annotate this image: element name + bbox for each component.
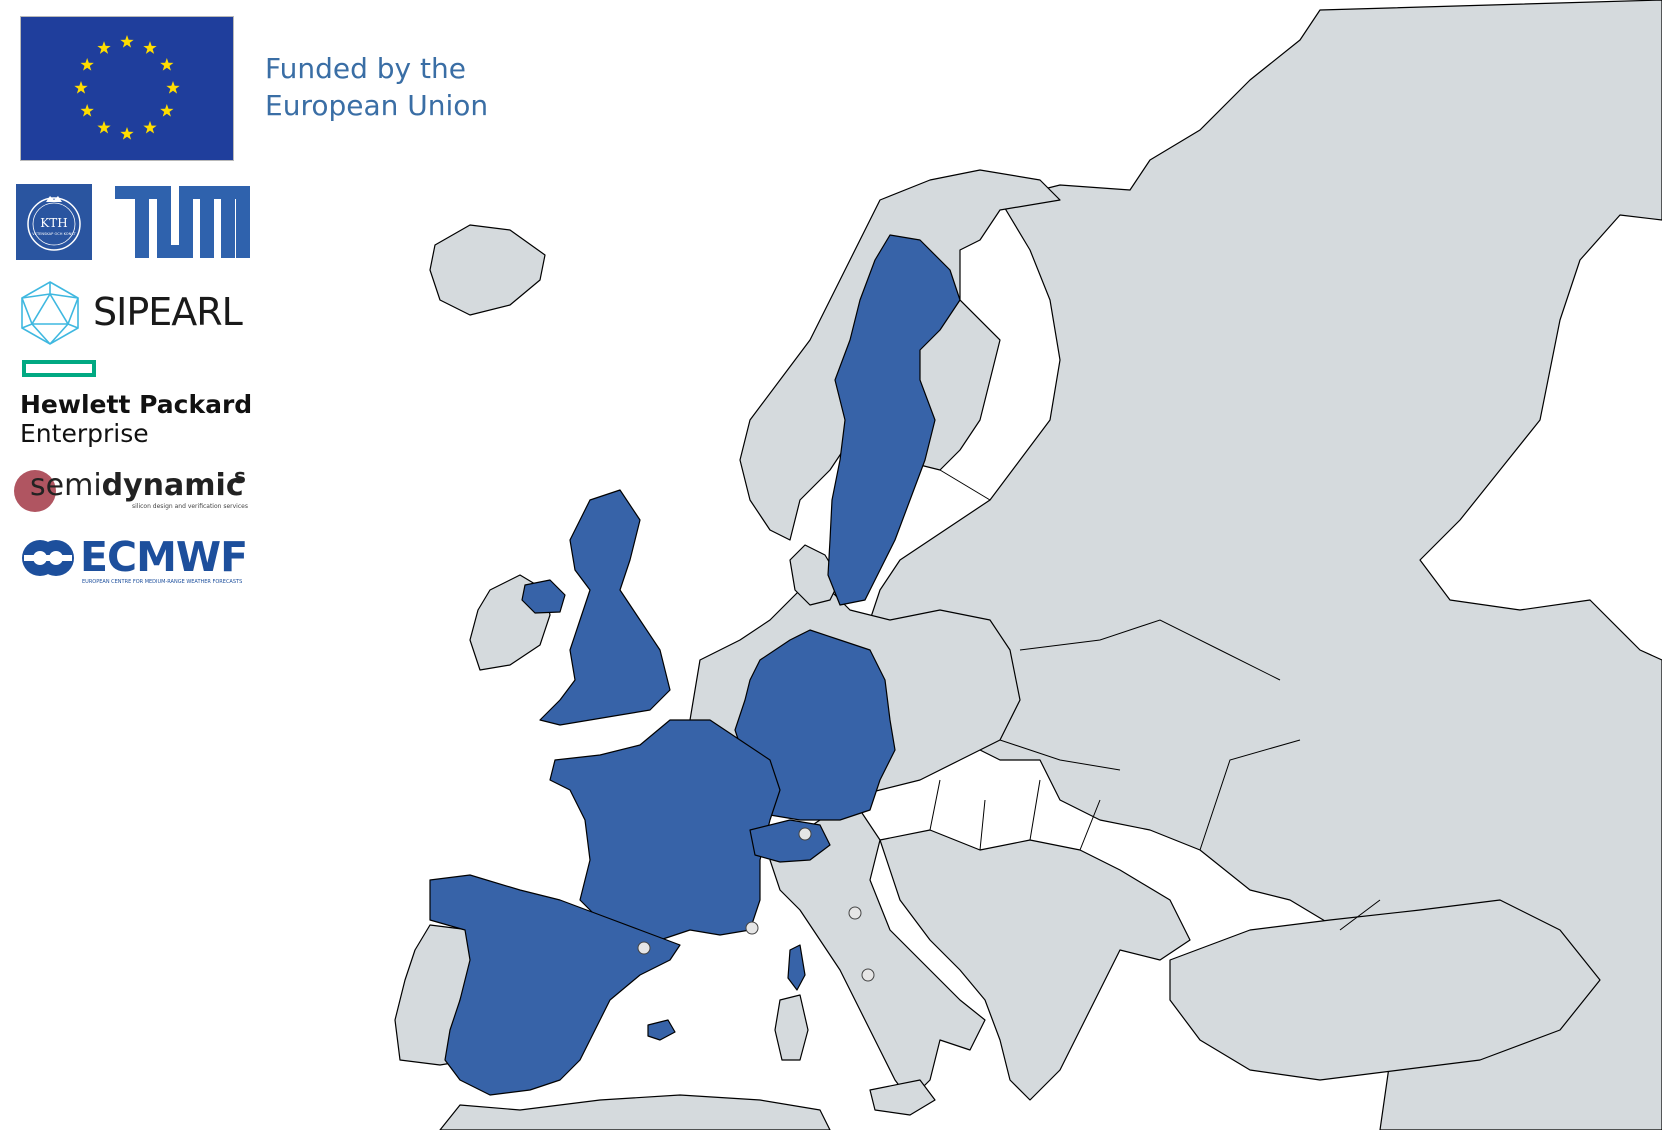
eu-star [74, 81, 88, 94]
kth-motto: VETENSKAP OCH KONST [32, 232, 76, 236]
eu-star [160, 58, 174, 71]
semidynamics-s: s [30, 468, 46, 503]
city-marker-rome [861, 968, 875, 982]
region-balkans [879, 829, 1191, 1101]
ecmwf-swirl-icon [22, 540, 74, 576]
eu-star [160, 104, 174, 117]
eu-funding-text: Funded by the European Union [265, 50, 488, 124]
country-northern-ireland [521, 579, 566, 614]
semidynamics-circle-icon [14, 470, 56, 512]
city-marker-barcelona [637, 941, 651, 955]
kth-seal-icon: KTH VETENSKAP OCH KONST [27, 196, 81, 251]
country-france [549, 719, 781, 941]
semidynamics-logo-text: semidynamic [30, 468, 244, 503]
eu-star [80, 104, 94, 117]
border-lines [929, 299, 1381, 931]
kth-logo: KTH VETENSKAP OCH KONST [16, 184, 92, 260]
semidynamics-superscript: s [234, 464, 246, 488]
region-north-africa [439, 1094, 831, 1130]
eu-star [143, 41, 157, 54]
eu-star [120, 127, 134, 140]
island-corsica [787, 944, 806, 991]
hpe-text-line2: Enterprise [20, 419, 149, 448]
city-marker-zurich [798, 827, 812, 841]
kth-label: KTH [40, 216, 67, 230]
island-mallorca [647, 1019, 676, 1041]
island-sardinia [774, 994, 809, 1061]
eu-stars-icon [74, 35, 180, 140]
country-united-kingdom [539, 489, 671, 726]
city-marker-bologna [848, 906, 862, 920]
country-spain [429, 874, 681, 1096]
country-iceland [429, 224, 546, 316]
sipearl-icosahedron-icon [21, 281, 79, 345]
eu-text-line1: Funded by the [265, 52, 466, 85]
sponsor-logos: Funded by the European Union KTH VETENSK… [0, 0, 520, 600]
sipearl-logo-text: SIPEARL [93, 290, 243, 334]
ecmwf-logo-text: ECMWF [80, 533, 248, 581]
eu-star [97, 41, 111, 54]
eu-flag-logo [20, 16, 234, 161]
semidynamics-tagline: silicon design and verification services [132, 503, 248, 510]
hpe-text-line1: Hewlett Packard [20, 390, 253, 419]
hpe-element-icon [22, 360, 96, 377]
island-sicily [869, 1079, 936, 1116]
tum-logo [115, 186, 250, 258]
country-germany [734, 629, 896, 821]
eu-star [80, 58, 94, 71]
eu-star [143, 120, 157, 134]
ecmwf-tagline: EUROPEAN CENTRE FOR MEDIUM-RANGE WEATHER… [82, 579, 243, 585]
semidynamics-emi: emi [45, 468, 102, 503]
country-sweden [827, 234, 961, 606]
eu-star [97, 120, 111, 134]
eu-star [166, 81, 180, 94]
eu-star [120, 35, 134, 48]
country-turkey [1169, 899, 1601, 1081]
city-marker-marseille [745, 921, 759, 935]
semidynamics-dynamic: dynamic [101, 468, 244, 503]
eu-text-line2: European Union [265, 89, 489, 122]
